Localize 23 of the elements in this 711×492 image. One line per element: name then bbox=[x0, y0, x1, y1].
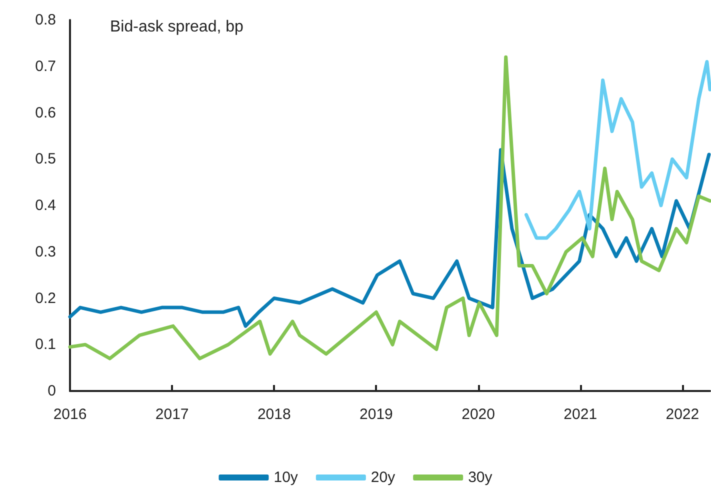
x-tick-label: 2017 bbox=[155, 406, 189, 423]
y-tick-label: 0.3 bbox=[35, 243, 56, 260]
line-series bbox=[68, 148, 711, 328]
x-tick-label: 2020 bbox=[462, 406, 495, 423]
y-tick-label: 0.8 bbox=[35, 12, 56, 28]
legend-label: 30y bbox=[468, 469, 493, 486]
y-tick-label: 0.5 bbox=[35, 150, 56, 168]
x-tick-label: 2018 bbox=[257, 406, 291, 423]
line-series bbox=[524, 60, 711, 240]
x-tick-label: 2021 bbox=[564, 406, 598, 423]
legend-label: 20y bbox=[370, 469, 396, 486]
legend-label: 10y bbox=[274, 469, 298, 486]
chart-title: Bid-ask spread, bp bbox=[110, 18, 244, 36]
y-tick-label: 0.4 bbox=[35, 197, 56, 214]
x-tick-label: 2016 bbox=[53, 406, 87, 423]
y-tick-label: 0.1 bbox=[35, 336, 56, 354]
y-tick-label: 0.7 bbox=[35, 58, 56, 75]
y-tick-label: 0.6 bbox=[35, 104, 56, 122]
y-tick-label: 0.2 bbox=[35, 290, 56, 307]
x-tick-label: 2019 bbox=[360, 406, 393, 423]
y-tick-label: 0 bbox=[48, 382, 56, 400]
line-series bbox=[68, 55, 711, 360]
x-tick-label: 2022 bbox=[666, 406, 700, 423]
